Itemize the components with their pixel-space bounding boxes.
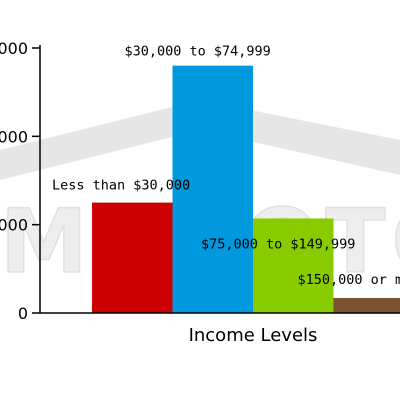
y-tick-label: 2,000 — [0, 127, 28, 146]
y-tick-label: 0 — [18, 304, 28, 323]
y-tick-label: 1,000 — [0, 216, 28, 235]
bar — [172, 65, 253, 314]
y-tick-label: 3,000 — [0, 39, 28, 58]
watermark-house-roof-icon — [0, 100, 400, 180]
bar — [253, 218, 334, 313]
x-axis-label: Income Levels — [189, 325, 318, 346]
y-axis-ticks: 0 1,000 2,000 3,000 — [0, 39, 40, 323]
bar — [333, 297, 400, 313]
bar — [92, 202, 173, 313]
bar-labels: Less than $30,000 $30,000 to $74,999 $75,0… — [52, 44, 400, 288]
bar-category-label: $75,000 to $149,999 — [201, 236, 355, 252]
bar-category-label: $30,000 to $74,999 — [125, 44, 271, 60]
bar-category-label: Less than $30,000 — [52, 178, 190, 194]
bars — [92, 65, 400, 314]
bar-category-label: $150,000 or more — [298, 272, 400, 288]
